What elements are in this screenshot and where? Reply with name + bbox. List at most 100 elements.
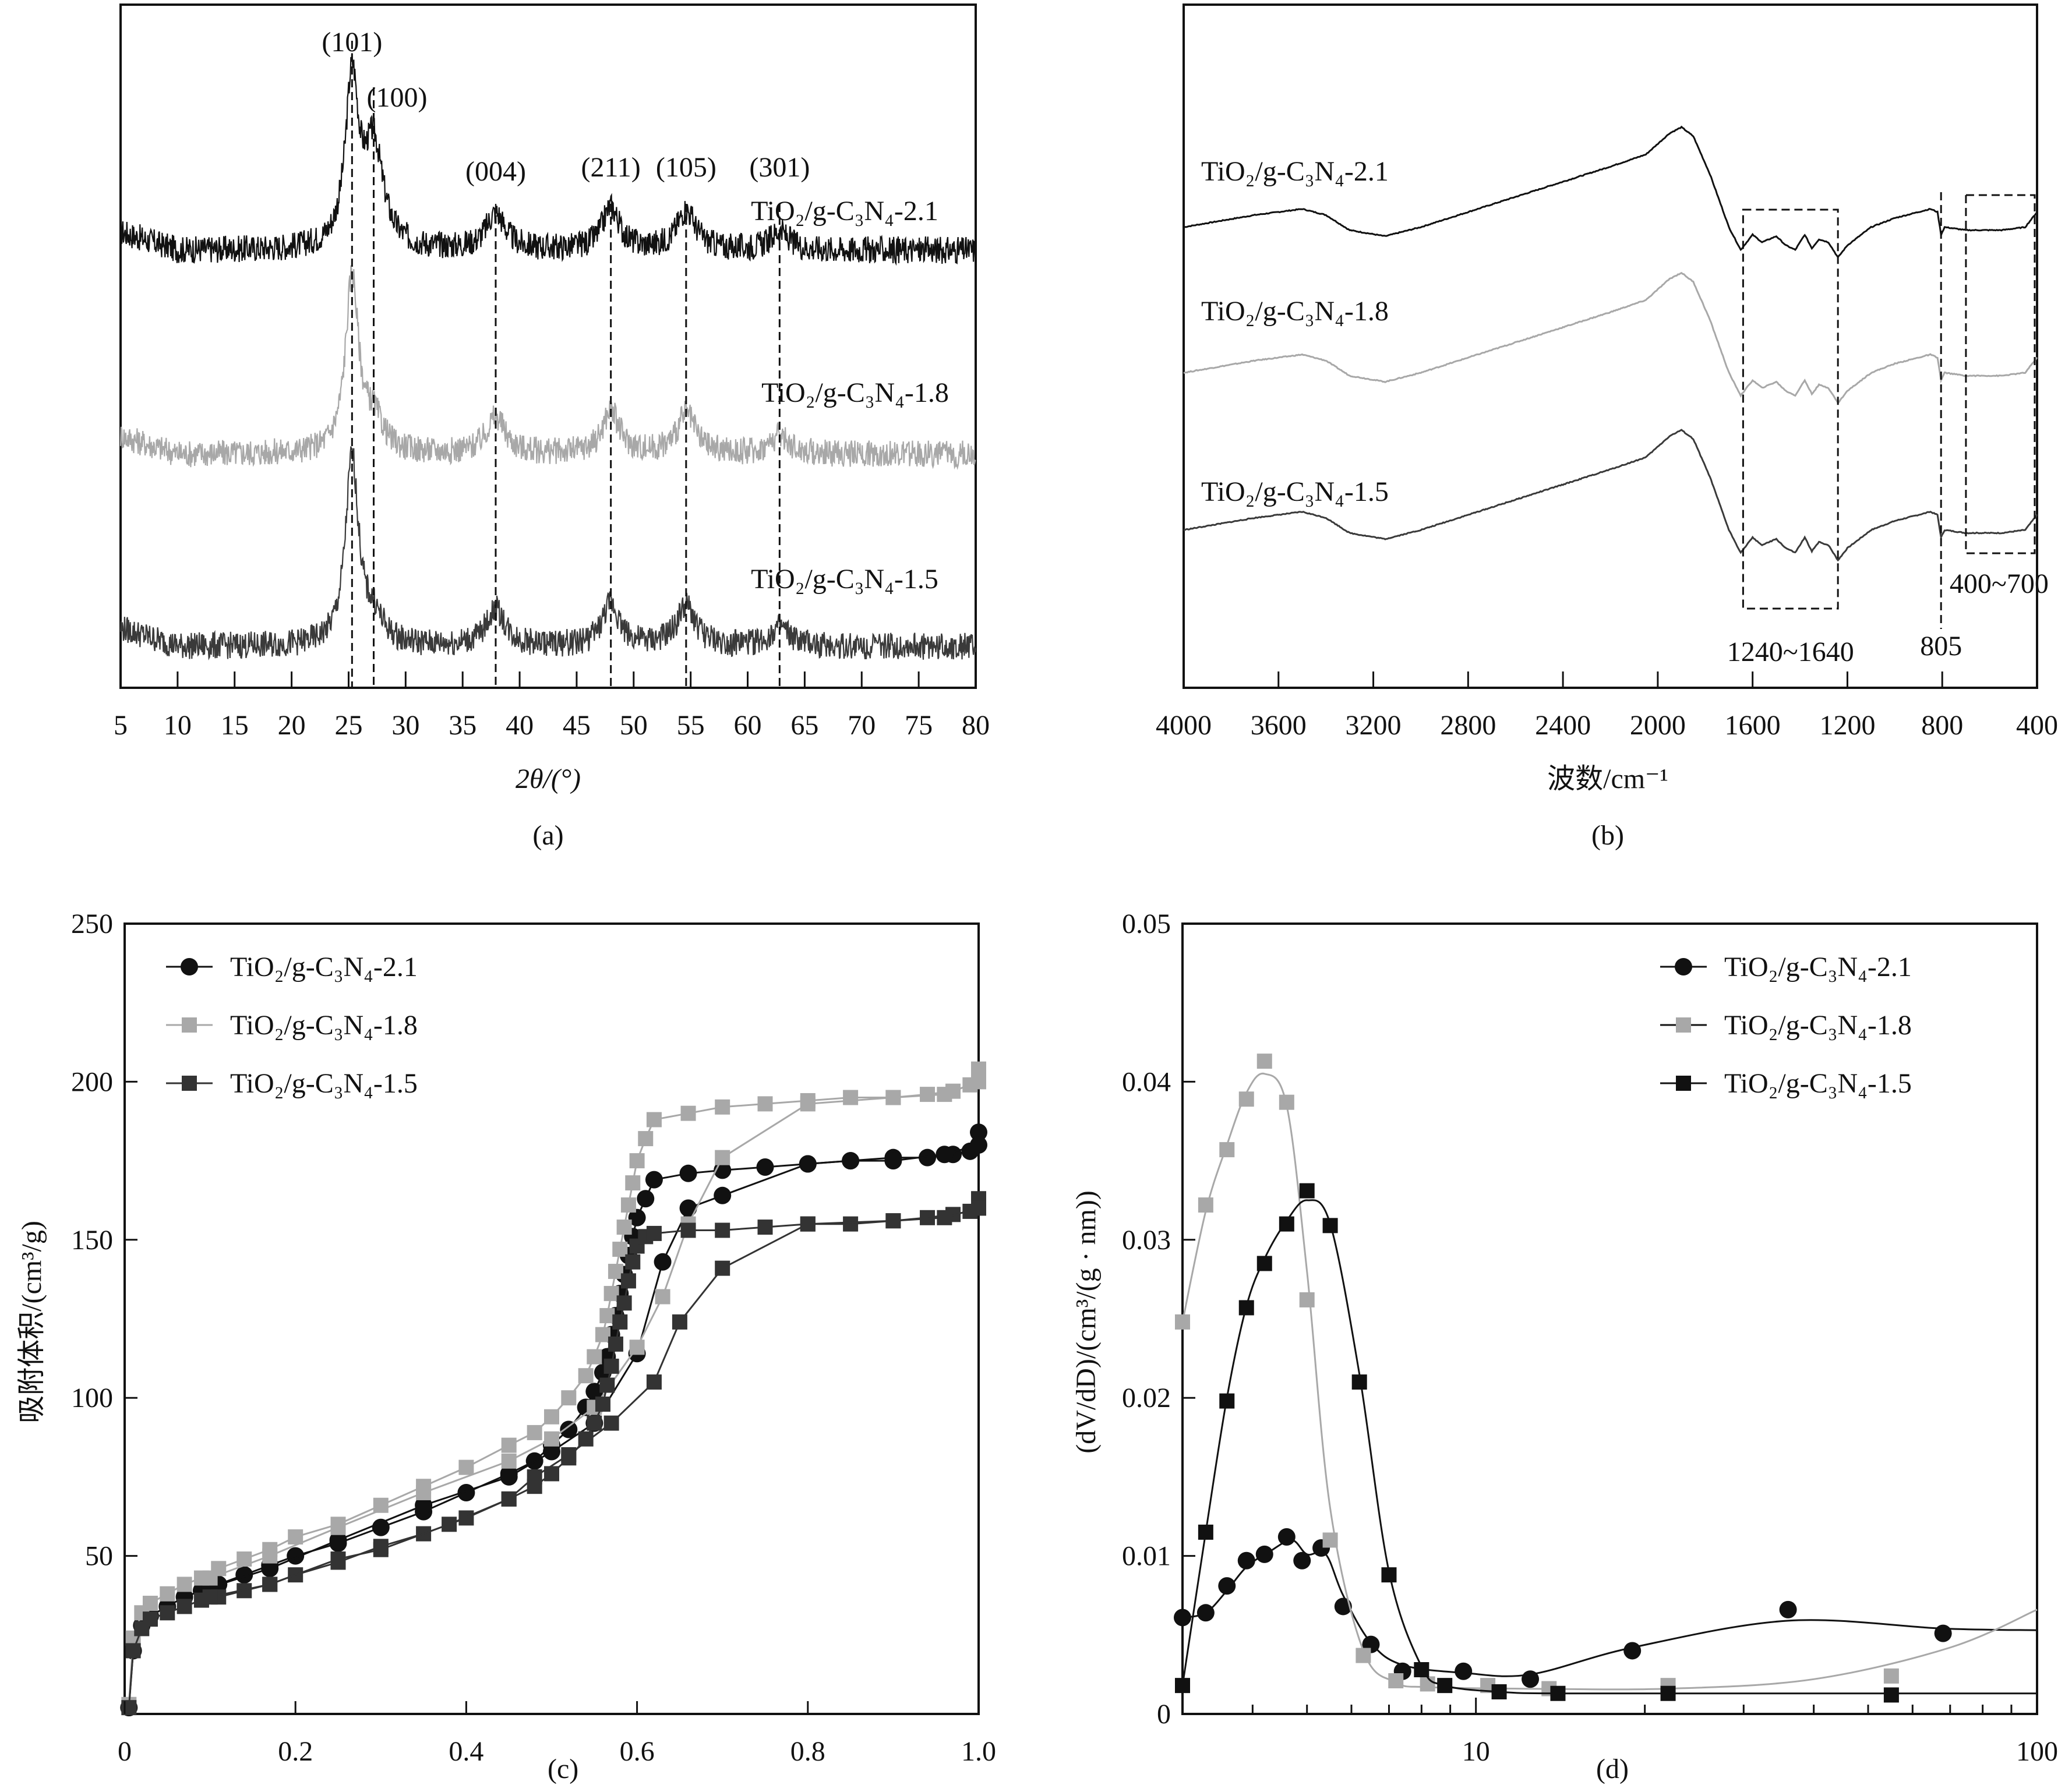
peak-label: (004) <box>465 156 526 187</box>
x-tick-label: 1200 <box>1819 710 1875 741</box>
data-point <box>638 1131 654 1147</box>
data-point <box>1779 1600 1797 1618</box>
data-point <box>919 1148 937 1167</box>
series-line <box>119 446 977 661</box>
data-point <box>1238 1091 1254 1107</box>
plot-frame <box>1183 3 2038 689</box>
data-point <box>1299 1292 1315 1307</box>
x-tick-label: 0 <box>118 1736 132 1767</box>
panel-caption: (c) <box>548 1754 579 1784</box>
x-tick-label: 100 <box>2016 1736 2058 1767</box>
data-point <box>329 1531 347 1549</box>
data-point <box>330 1519 346 1535</box>
data-point <box>1198 1524 1213 1540</box>
series-label: TiO₂/g-C₃N₄-2.1 <box>1201 156 1389 187</box>
x-tick-label: 10 <box>1462 1736 1490 1767</box>
data-point <box>757 1220 773 1235</box>
pore-series-group <box>1174 1054 2038 1703</box>
data-point <box>714 1186 732 1204</box>
data-point <box>885 1090 901 1105</box>
data-point <box>500 1468 518 1486</box>
axis-ticks: 0 0.2 0.4 0.6 0.8 1.0 50 100 150 200 250 <box>71 909 996 1767</box>
x-tick-label: 0.6 <box>620 1736 655 1767</box>
data-point <box>799 1155 817 1173</box>
data-point <box>680 1105 696 1121</box>
data-point <box>715 1222 730 1238</box>
legend-label: TiO₂/g-C₃N₄-1.5 <box>230 1068 418 1099</box>
data-point <box>1219 1393 1235 1409</box>
isotherm-series-group <box>120 1061 987 1717</box>
x-tick-label: 3600 <box>1251 710 1307 741</box>
legend-marker <box>1676 1076 1691 1091</box>
series-curve <box>1181 1199 2037 1695</box>
data-point <box>235 1566 253 1584</box>
x-tick-label: 50 <box>620 710 648 741</box>
x-tick-label: 60 <box>734 710 762 741</box>
data-point <box>527 1469 542 1484</box>
data-point <box>1322 1532 1338 1548</box>
data-point <box>637 1190 655 1208</box>
y-tick-label: 200 <box>71 1066 113 1097</box>
panel-caption: (a) <box>532 820 563 851</box>
x-tick-label: 40 <box>506 710 534 741</box>
data-point <box>1279 1094 1294 1110</box>
data-point <box>1414 1662 1429 1678</box>
data-point <box>237 1551 252 1567</box>
data-point <box>160 1586 175 1602</box>
data-point <box>843 1216 859 1232</box>
data-point <box>1175 1314 1190 1330</box>
data-point <box>501 1453 517 1469</box>
data-point <box>587 1415 602 1431</box>
data-point <box>655 1289 670 1305</box>
data-point <box>1388 1673 1404 1689</box>
x-tick-label: 2000 <box>1630 710 1686 741</box>
data-point <box>646 1112 662 1127</box>
data-point <box>885 1213 901 1229</box>
y-tick-label: 100 <box>71 1383 113 1413</box>
data-point <box>457 1484 475 1502</box>
data-point <box>177 1577 192 1592</box>
data-point <box>544 1409 559 1425</box>
data-point <box>680 1222 696 1238</box>
data-point <box>1237 1551 1255 1570</box>
x-tick-label: 75 <box>905 710 933 741</box>
data-point <box>646 1374 662 1390</box>
data-point <box>800 1096 816 1112</box>
y-tick-label: 0.05 <box>1122 909 1171 939</box>
data-point <box>373 1542 389 1557</box>
x-tick-label: 10 <box>164 710 192 741</box>
peak-label: (101) <box>322 27 382 58</box>
data-point <box>1455 1662 1473 1680</box>
data-point <box>142 1611 158 1627</box>
data-point <box>1437 1678 1453 1694</box>
data-point <box>625 1254 641 1270</box>
panel-caption: (d) <box>1596 1754 1629 1784</box>
data-point <box>458 1459 474 1475</box>
data-point <box>501 1491 517 1507</box>
data-point <box>970 1123 987 1141</box>
data-point <box>415 1496 433 1514</box>
legend-marker <box>182 1017 197 1033</box>
y-tick-label: 0 <box>1157 1699 1171 1730</box>
annotation-label: 400~700 <box>1950 568 2049 599</box>
x-tick-label: 5 <box>114 710 128 741</box>
data-point <box>608 1336 623 1352</box>
data-point <box>612 1242 628 1257</box>
data-point <box>1175 1678 1190 1694</box>
legend: TiO₂/g-C₃N₄-2.1 TiO₂/g-C₃N₄-1.8 TiO₂/g-C₃N… <box>166 952 418 1099</box>
x-tick-label: 45 <box>563 710 591 741</box>
data-point <box>757 1096 773 1112</box>
x-tick-label: 20 <box>278 710 306 741</box>
data-point <box>672 1314 687 1330</box>
panel-b-ftir: 1240~1640 805 400~700 4000 3600 3200 2800 2400… <box>1156 3 2058 851</box>
data-point <box>971 1061 986 1077</box>
data-point <box>442 1517 457 1532</box>
region-box <box>1742 208 1839 610</box>
legend-label: TiO₂/g-C₃N₄-1.8 <box>1724 1010 1912 1041</box>
series-line <box>1183 271 2038 404</box>
data-point <box>1623 1642 1642 1660</box>
data-point <box>603 1415 619 1431</box>
